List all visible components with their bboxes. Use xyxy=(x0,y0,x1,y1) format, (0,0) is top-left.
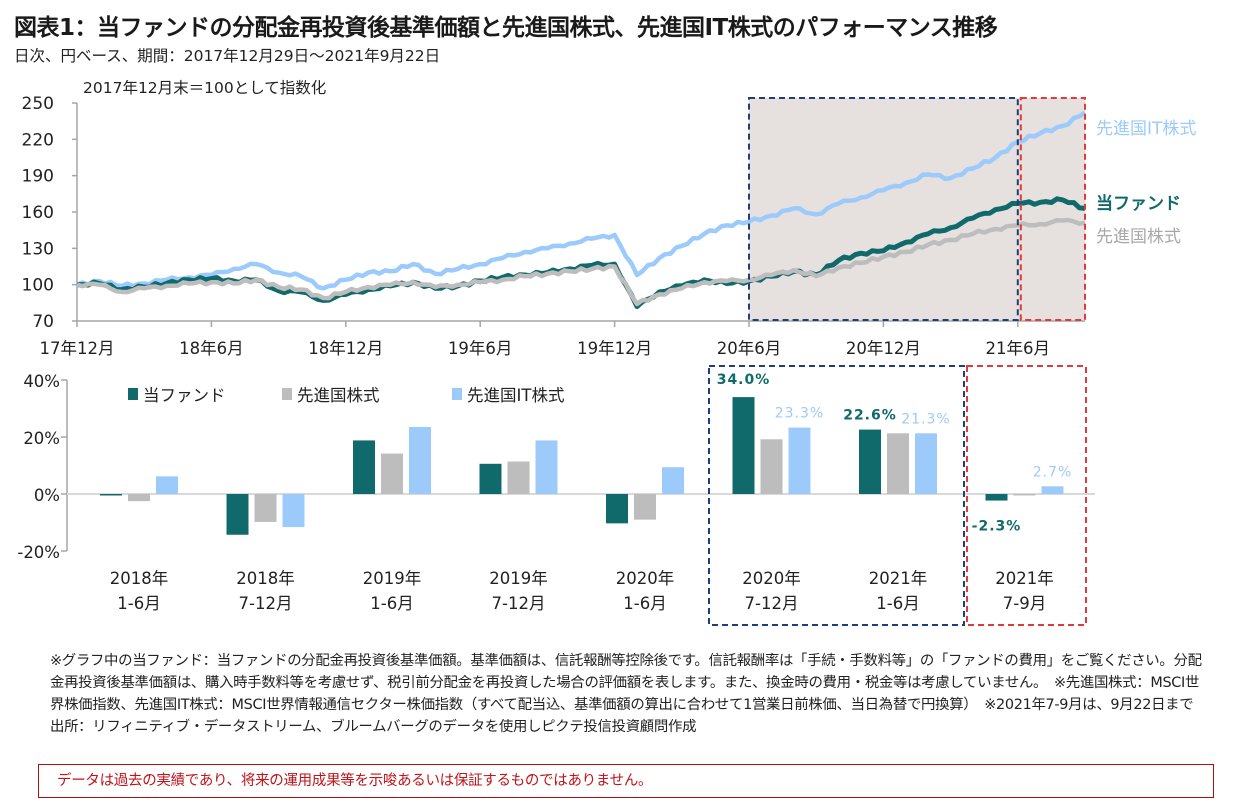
line-chart-series xyxy=(76,110,1087,309)
bar-chart-bars xyxy=(100,397,1064,535)
bar-world-stocks xyxy=(381,453,403,494)
x-category-label-year: 2019年 xyxy=(363,569,422,588)
highlight-box-2020h2-2021h1 xyxy=(748,97,1019,321)
disclaimer-box: データは過去の実績であり、将来の運用成果等を示唆あるいは保証するものではありませ… xyxy=(38,764,1214,798)
x-category-label-year: 2018年 xyxy=(236,569,295,588)
chart-subtitle: 日次、円ベース、期間：2017年12月29日～2021年9月22日 xyxy=(14,47,441,65)
bar-world-stocks xyxy=(254,494,277,522)
bar-world-stocks xyxy=(887,433,909,494)
x-category-label-year: 2018年 xyxy=(110,569,169,588)
x-category-label-period: 1-6月 xyxy=(117,594,160,613)
x-tick-label: 19年12月 xyxy=(577,339,652,358)
bar-chart-axes: 40% 20% 0% -20% 2018年 1-6月 2018年 7-12月 2019年 1-6月… xyxy=(17,372,1095,613)
x-category-label-period: 1-6月 xyxy=(876,594,919,613)
chart-title: 図表1：当ファンドの分配金再投資後基準価額と先進国株式、先進国IT株式のパフォー… xyxy=(14,15,998,41)
line-chart-axes: 250 220 190 160 130 100 70 17年12月 18年6月 18年12月 19年… xyxy=(22,94,1085,358)
x-category-label-year: 2021年 xyxy=(869,569,928,588)
y-tick-label: 20% xyxy=(23,429,60,448)
legend-label-world-stocks: 先進国株式 xyxy=(297,386,380,405)
bar-fund xyxy=(479,463,502,494)
bar-chart-data-labels: 34.0% 23.3% 22.6% 21.3% -2.3% 2.7% xyxy=(717,372,1073,535)
data-label: 23.3% xyxy=(775,406,824,422)
x-tick-label: 18年6月 xyxy=(179,339,244,358)
y-tick-label: 220 xyxy=(22,130,54,150)
bar-it-stocks xyxy=(156,476,178,494)
bar-fund xyxy=(732,397,755,494)
x-category-label-period: 7-12月 xyxy=(745,594,799,613)
y-tick-label: 0% xyxy=(34,486,60,505)
y-tick-label: 100 xyxy=(22,276,54,296)
bar-it-stocks xyxy=(1041,486,1064,494)
bar-world-stocks xyxy=(1013,494,1036,496)
data-label: 22.6% xyxy=(843,408,897,424)
highlight-box-2020h2-2021h1 xyxy=(708,365,965,626)
y-tick-label: 190 xyxy=(22,167,54,187)
bar-fund xyxy=(353,440,375,494)
y-tick-label: 40% xyxy=(23,372,60,391)
series-label-it-stocks: 先進国IT株式 xyxy=(1096,119,1196,139)
bar-fund xyxy=(606,494,628,524)
x-tick-label: 21年6月 xyxy=(986,339,1051,358)
x-category-label-period: 1-6月 xyxy=(623,594,666,613)
bar-it-stocks xyxy=(409,427,431,494)
legend-label-it-stocks: 先進国IT株式 xyxy=(467,386,564,405)
data-label: -2.3% xyxy=(972,519,1022,535)
y-tick-label: 160 xyxy=(22,203,54,223)
legend-swatch-it-stocks xyxy=(452,388,462,400)
y-tick-label: -20% xyxy=(17,543,60,562)
legend-swatch-world-stocks xyxy=(282,388,292,400)
bar-world-stocks xyxy=(507,461,530,494)
series-line-it-stocks xyxy=(76,110,1087,291)
data-label: 2.7% xyxy=(1033,464,1073,480)
x-category-label-year: 2021年 xyxy=(995,569,1054,588)
bar-fund xyxy=(226,494,249,535)
x-category-label-year: 2020年 xyxy=(742,569,801,588)
bar-world-stocks xyxy=(760,439,783,494)
series-line-world-stocks xyxy=(76,217,1086,307)
x-category-label-year: 2019年 xyxy=(489,569,548,588)
line-chart-index-note: 2017年12月末＝100として指数化 xyxy=(83,79,326,97)
x-category-label-period: 7-12月 xyxy=(492,594,546,613)
series-label-fund: 当ファンド xyxy=(1096,193,1181,214)
bar-it-stocks xyxy=(535,440,558,494)
bar-it-stocks xyxy=(915,433,937,494)
bar-chart-legend: 当ファンド 先進国株式 先進国IT株式 xyxy=(128,386,564,405)
data-label: 21.3% xyxy=(901,411,950,427)
x-tick-label: 20年12月 xyxy=(846,339,921,358)
y-tick-label: 70 xyxy=(32,312,54,332)
legend-label-fund: 当ファンド xyxy=(143,386,226,405)
bar-it-stocks xyxy=(662,467,684,494)
y-tick-label: 250 xyxy=(22,94,54,114)
bar-world-stocks xyxy=(634,494,656,520)
legend-swatch-fund xyxy=(128,388,138,400)
footnotes: ※グラフ中の当ファンド：当ファンドの分配金再投資後基準価額。基準価額は、信託報酬… xyxy=(50,653,1208,735)
performance-charts: 250 220 190 160 130 100 70 17年12月 18年6月 18年12月 19年… xyxy=(17,79,1196,626)
bar-chart-highlight-boxes xyxy=(708,365,1087,626)
x-category-label-period: 7-9月 xyxy=(1003,594,1046,613)
bar-fund xyxy=(100,494,122,496)
line-chart-highlight-boxes xyxy=(748,97,1086,321)
data-label: 34.0% xyxy=(717,372,771,388)
bar-it-stocks xyxy=(282,494,305,528)
x-category-label-year: 2020年 xyxy=(616,569,675,588)
bar-world-stocks xyxy=(128,494,150,502)
y-tick-label: 130 xyxy=(22,239,54,259)
highlight-box-2021q3 xyxy=(1019,97,1086,321)
x-tick-label: 17年12月 xyxy=(40,339,115,358)
x-category-label-period: 7-12月 xyxy=(239,594,293,613)
bar-it-stocks xyxy=(788,427,811,494)
x-tick-label: 20年6月 xyxy=(717,339,782,358)
x-category-label-period: 1-6月 xyxy=(370,594,413,613)
x-tick-label: 18年12月 xyxy=(308,339,383,358)
x-tick-label: 19年6月 xyxy=(448,339,513,358)
bar-fund xyxy=(859,429,881,494)
series-label-world-stocks: 先進国株式 xyxy=(1096,227,1181,247)
bar-fund xyxy=(985,494,1008,501)
